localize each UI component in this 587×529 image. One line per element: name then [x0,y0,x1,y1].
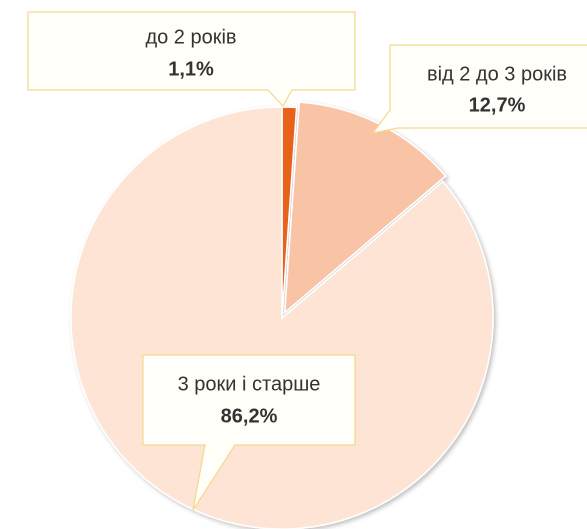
callout [371,44,587,134]
pie [70,101,494,529]
value-label: 1,1% [168,58,214,80]
callout [142,354,356,511]
callout [27,11,356,108]
category-label: до 2 років [145,26,236,48]
category-label: від 2 до 3 років [427,63,567,85]
value-label: 12,7% [469,94,526,116]
value-label: 86,2% [221,405,278,427]
category-label: 3 роки і старше [178,373,321,395]
